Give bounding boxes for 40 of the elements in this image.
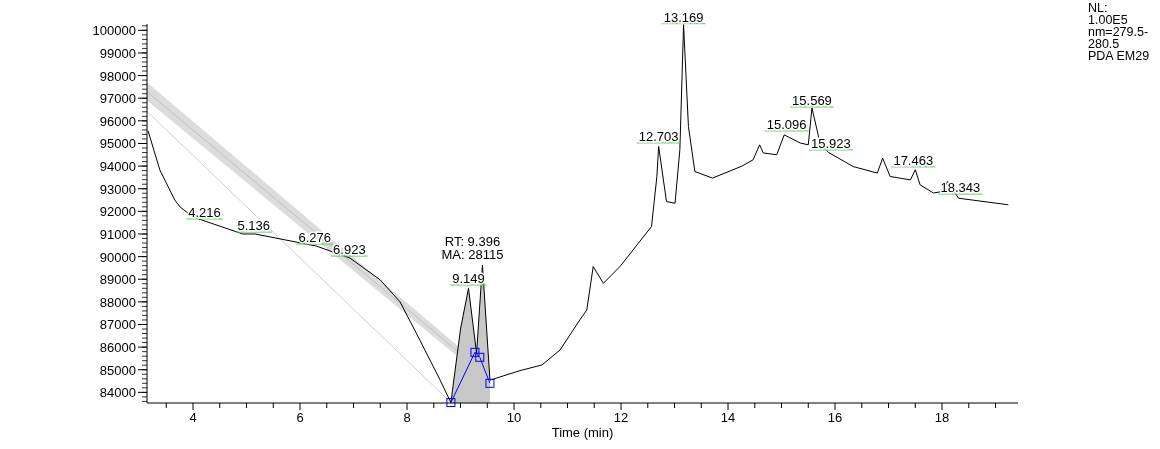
annotation: 13.169 bbox=[663, 9, 704, 25]
annotation: 6.923 bbox=[333, 242, 366, 258]
annotation: 6.276 bbox=[298, 230, 332, 246]
text: nm=279.5-280.5 bbox=[1088, 25, 1149, 51]
x-tick-label: 8 bbox=[403, 410, 411, 425]
x-tick-label: 18 bbox=[934, 410, 950, 425]
y-tick-label: 93000 bbox=[99, 181, 136, 197]
annotation: 15.096 bbox=[766, 116, 807, 132]
y-tick-label: 99000 bbox=[99, 45, 136, 61]
text: NL: bbox=[1088, 1, 1108, 15]
text: PDA EM29 bbox=[1088, 49, 1150, 63]
annotation: 5.136 bbox=[237, 218, 271, 234]
x-tick-label: 6 bbox=[296, 410, 304, 425]
x-axis-title: Time (min) bbox=[551, 425, 614, 440]
y-tick-label: 92000 bbox=[99, 204, 136, 220]
annotation: 4.216 bbox=[188, 204, 221, 220]
y-tick-label: 96000 bbox=[99, 113, 136, 129]
y-tick-label: 95000 bbox=[99, 136, 136, 152]
y-tick-label: 91000 bbox=[99, 226, 136, 242]
text: 1.00E5 bbox=[1088, 13, 1128, 27]
y-tick-label: 87000 bbox=[99, 317, 136, 333]
y-tick-label: 94000 bbox=[99, 159, 136, 175]
x-tick-label: 4 bbox=[189, 410, 197, 425]
y-tick-label: 88000 bbox=[99, 294, 136, 310]
y-tick-label: 84000 bbox=[99, 385, 136, 401]
x-tick-label: 10 bbox=[506, 410, 522, 425]
y-tick-label: 90000 bbox=[99, 249, 136, 265]
annotation: RT: 9.396 MA: 28115 bbox=[441, 233, 504, 262]
y-tick-label: 86000 bbox=[99, 340, 136, 356]
y-tick-label: 100000 bbox=[92, 23, 136, 39]
y-tick-label: 98000 bbox=[99, 68, 136, 84]
y-tick-label: 89000 bbox=[99, 272, 136, 288]
x-tick-label: 12 bbox=[613, 410, 629, 425]
x-tick-label: 16 bbox=[827, 410, 843, 425]
annotation: 17.463 bbox=[893, 152, 934, 168]
y-tick-label: 85000 bbox=[99, 362, 136, 378]
y-tick-label: 97000 bbox=[99, 91, 136, 107]
x-tick-label: 14 bbox=[720, 410, 736, 425]
annotation: 15.569 bbox=[792, 92, 832, 108]
annotation: 12.703 bbox=[638, 128, 679, 144]
